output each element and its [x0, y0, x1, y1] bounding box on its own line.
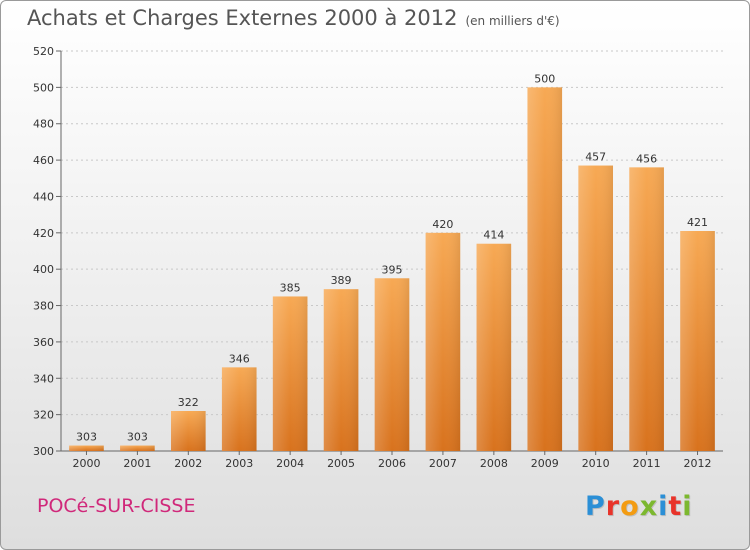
x-tick-label-2012: 2012	[684, 457, 712, 470]
y-tick-label: 360	[33, 336, 54, 349]
bar-shade-2005	[323, 289, 359, 451]
y-tick-label: 340	[33, 372, 54, 385]
value-label-2002: 322	[178, 396, 199, 409]
x-tick-label-2000: 2000	[72, 457, 100, 470]
value-label-2008: 414	[483, 229, 504, 242]
x-tick-label-2001: 2001	[123, 457, 151, 470]
y-tick-label: 420	[33, 227, 54, 240]
x-tick-label-2005: 2005	[327, 457, 355, 470]
value-label-2007: 420	[432, 218, 453, 231]
value-label-2006: 395	[382, 263, 403, 276]
bar-shade-2012	[680, 231, 715, 451]
x-tick-label-2009: 2009	[531, 457, 559, 470]
y-tick-label: 400	[33, 263, 54, 276]
bar-shade-2010	[578, 165, 614, 451]
logo-letter: t	[668, 491, 683, 522]
x-tick-label-2010: 2010	[582, 457, 610, 470]
logo-letter: i	[658, 491, 669, 522]
x-tick-label-2003: 2003	[225, 457, 253, 470]
value-label-2001: 303	[127, 431, 148, 444]
bar-shade-2008	[476, 243, 512, 451]
bar-shade-2002	[170, 411, 206, 451]
x-tick-label-2002: 2002	[174, 457, 202, 470]
y-tick-label: 440	[33, 190, 54, 203]
bar-shade-2007	[425, 232, 461, 451]
y-tick-label: 320	[33, 409, 54, 422]
chart-subtitle: (en milliers d'€)	[465, 14, 560, 28]
bar-shade-2006	[374, 278, 410, 451]
value-label-2012: 421	[687, 216, 708, 229]
commune-name: POCé-SUR-CISSE	[37, 495, 196, 517]
x-tick-label-2006: 2006	[378, 457, 406, 470]
bar-shade-2009	[527, 87, 563, 451]
value-label-2009: 500	[534, 72, 555, 85]
value-label-2000: 303	[76, 431, 97, 444]
logo-letter: o	[620, 491, 640, 522]
value-label-2005: 389	[331, 274, 352, 287]
logo-letter: r	[605, 491, 621, 522]
value-label-2010: 457	[585, 151, 606, 164]
value-label-2004: 385	[280, 281, 301, 294]
bar-shade-2011	[629, 167, 664, 451]
bar-shade-2000	[69, 445, 104, 451]
y-tick-label: 380	[33, 300, 54, 313]
value-label-2011: 456	[636, 152, 657, 165]
bar-shade-2001	[120, 445, 155, 451]
logo-letter: i	[682, 491, 693, 522]
proxiti-logo: Proxiti	[585, 491, 693, 522]
x-tick-label-2007: 2007	[429, 457, 457, 470]
x-tick-label-2011: 2011	[633, 457, 661, 470]
value-label-2003: 346	[229, 352, 250, 365]
bar-shade-2003	[221, 367, 257, 451]
x-tick-label-2008: 2008	[480, 457, 508, 470]
y-tick-label: 520	[33, 45, 54, 58]
y-tick-label: 480	[33, 118, 54, 131]
chart-title-text: Achats et Charges Externes 2000 à 2012	[27, 6, 458, 30]
logo-letter: P	[585, 491, 606, 522]
y-tick-label: 300	[33, 445, 54, 458]
x-tick-label-2004: 2004	[276, 457, 304, 470]
logo-letter: x	[639, 491, 659, 522]
y-tick-label: 500	[33, 81, 54, 94]
y-tick-label: 460	[33, 154, 54, 167]
chart-title: Achats et Charges Externes 2000 à 2012 (e…	[27, 6, 560, 30]
bar-shade-2004	[272, 296, 308, 451]
